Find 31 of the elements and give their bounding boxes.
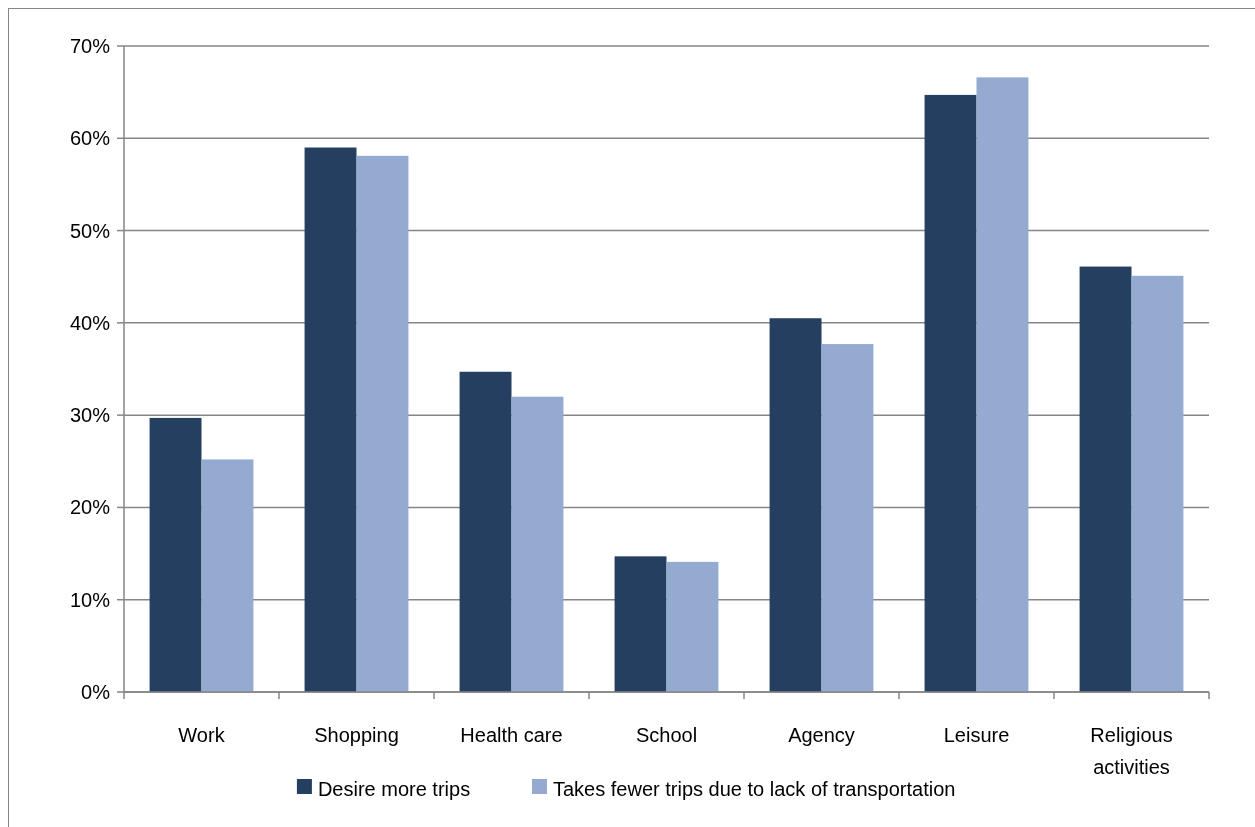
y-tick-label: 70% bbox=[69, 35, 111, 57]
legend-label: Takes fewer trips due to lack of transportation bbox=[553, 778, 956, 800]
x-tick-label: School bbox=[635, 724, 698, 746]
bar bbox=[1131, 275, 1184, 692]
x-tick-label: Agency bbox=[788, 724, 855, 746]
y-tick-label: 0% bbox=[81, 681, 111, 703]
x-tick-label: Shopping bbox=[314, 724, 399, 746]
x-tick-label: Religious activities bbox=[1090, 724, 1173, 778]
bar bbox=[666, 561, 719, 692]
bar bbox=[1079, 266, 1132, 692]
y-tick-label: 10% bbox=[69, 588, 111, 611]
bar bbox=[459, 371, 512, 692]
legend-label: Desire more trips bbox=[317, 778, 471, 800]
bar bbox=[924, 94, 977, 692]
bar bbox=[304, 147, 357, 692]
x-tick-label: Leisure bbox=[943, 724, 1010, 746]
bar bbox=[976, 77, 1029, 692]
bar bbox=[511, 396, 564, 692]
bar bbox=[769, 318, 822, 692]
bar bbox=[821, 344, 874, 692]
bar bbox=[356, 155, 409, 692]
bar bbox=[614, 556, 667, 692]
y-tick-label: 50% bbox=[69, 219, 111, 242]
y-tick-label: 40% bbox=[69, 311, 111, 334]
bar bbox=[149, 417, 202, 692]
bar bbox=[201, 459, 254, 692]
y-tick-label: 60% bbox=[69, 127, 111, 150]
y-tick-label: 20% bbox=[69, 496, 111, 519]
y-tick-label: 30% bbox=[69, 404, 111, 427]
x-tick-label: Health care bbox=[460, 724, 563, 746]
x-tick-label: Work bbox=[178, 724, 226, 746]
